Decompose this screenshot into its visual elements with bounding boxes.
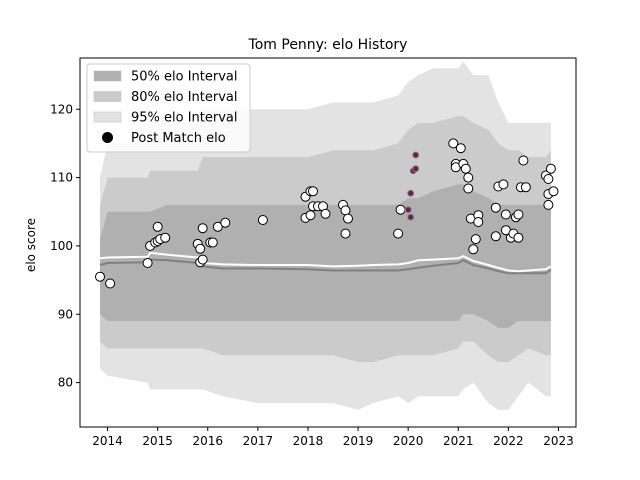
y-tick-label: 110 <box>50 171 73 185</box>
post-match-point <box>197 223 208 234</box>
legend-swatch <box>93 70 122 82</box>
post-match-point <box>340 205 351 216</box>
legend-label: 95% elo Interval <box>131 111 238 126</box>
y-tick-label: 80 <box>58 376 73 390</box>
post-match-point <box>548 186 559 197</box>
post-match-point <box>500 209 511 220</box>
y-tick-label: 100 <box>50 239 73 253</box>
x-tick-label: 2018 <box>293 434 324 448</box>
post-match-point <box>412 165 420 173</box>
legend-label: 80% elo Interval <box>131 90 238 105</box>
legend-box <box>86 63 251 153</box>
post-match-point <box>407 189 415 197</box>
post-match-point <box>320 208 331 219</box>
post-match-point <box>207 237 218 248</box>
band-50 <box>100 184 551 328</box>
post-match-point <box>305 210 316 221</box>
post-match-point <box>105 278 116 289</box>
legend-marker <box>102 132 113 143</box>
x-tick-label: 2014 <box>92 434 123 448</box>
post-match-point <box>513 232 524 243</box>
post-match-point <box>468 244 479 255</box>
post-match-point <box>545 163 556 174</box>
post-match-point <box>460 163 471 174</box>
y-tick-label: 120 <box>50 102 73 116</box>
post-match-point <box>448 138 459 149</box>
post-match-point <box>404 206 412 214</box>
post-match-point <box>520 182 531 193</box>
post-match-point <box>197 254 208 265</box>
post-match-point <box>463 183 474 194</box>
post-match-point <box>343 213 353 224</box>
y-axis-label: elo score <box>24 218 38 272</box>
legend-swatch <box>93 111 122 123</box>
post-match-point <box>340 228 351 239</box>
post-match-point <box>473 217 484 227</box>
legend-swatch <box>93 91 122 102</box>
post-match-point <box>220 217 231 228</box>
x-tick-label: 2021 <box>443 434 474 448</box>
post-match-point <box>455 143 466 154</box>
post-match-point <box>257 215 268 225</box>
plot-area-frame <box>79 57 577 428</box>
post-match-point <box>212 221 223 232</box>
x-tick-label: 2022 <box>493 434 524 448</box>
post-match-point <box>490 202 501 213</box>
post-match-point <box>543 199 554 210</box>
post-match-point <box>543 174 554 184</box>
post-match-point <box>498 179 509 190</box>
legend-label: 50% elo Interval <box>131 70 238 85</box>
post-match-point <box>95 271 105 282</box>
post-match-point <box>513 209 524 220</box>
post-match-point <box>308 186 318 197</box>
y-tick-label: 90 <box>58 307 73 321</box>
post-match-point <box>407 213 415 221</box>
post-match-point <box>463 172 474 183</box>
y-axis-ticks: 80 90 100 110 120 <box>50 102 80 390</box>
trend-lines <box>99 251 552 275</box>
x-tick-label: 2015 <box>142 434 173 448</box>
post-match-point <box>412 151 420 159</box>
post-match-point <box>490 231 501 242</box>
x-tick-label: 2023 <box>543 434 574 448</box>
post-match-point <box>160 232 171 243</box>
post-match-point <box>470 234 481 245</box>
x-axis-ticks: 2014 2015 2016 2017 2018 2019 2020 2021 2022 2023 <box>92 427 574 448</box>
legend-label: Post Match elo <box>131 131 226 146</box>
post-match-points <box>95 138 559 289</box>
post-match-point <box>393 228 404 239</box>
chart-title: Tom Penny: elo History <box>248 37 408 53</box>
x-tick-label: 2016 <box>192 434 223 448</box>
post-match-point <box>195 243 206 254</box>
x-tick-label: 2019 <box>343 434 374 448</box>
post-match-point <box>152 221 163 232</box>
post-match-point <box>395 204 406 215</box>
post-match-point <box>142 258 153 268</box>
x-tick-label: 2020 <box>393 434 424 448</box>
mean-elo-line <box>99 258 552 275</box>
legend: 50% elo Interval 80% elo Interval 95% elo … <box>86 63 251 153</box>
post-match-elo-line <box>99 251 552 273</box>
x-tick-label: 2017 <box>243 434 274 448</box>
post-match-point <box>518 155 529 166</box>
